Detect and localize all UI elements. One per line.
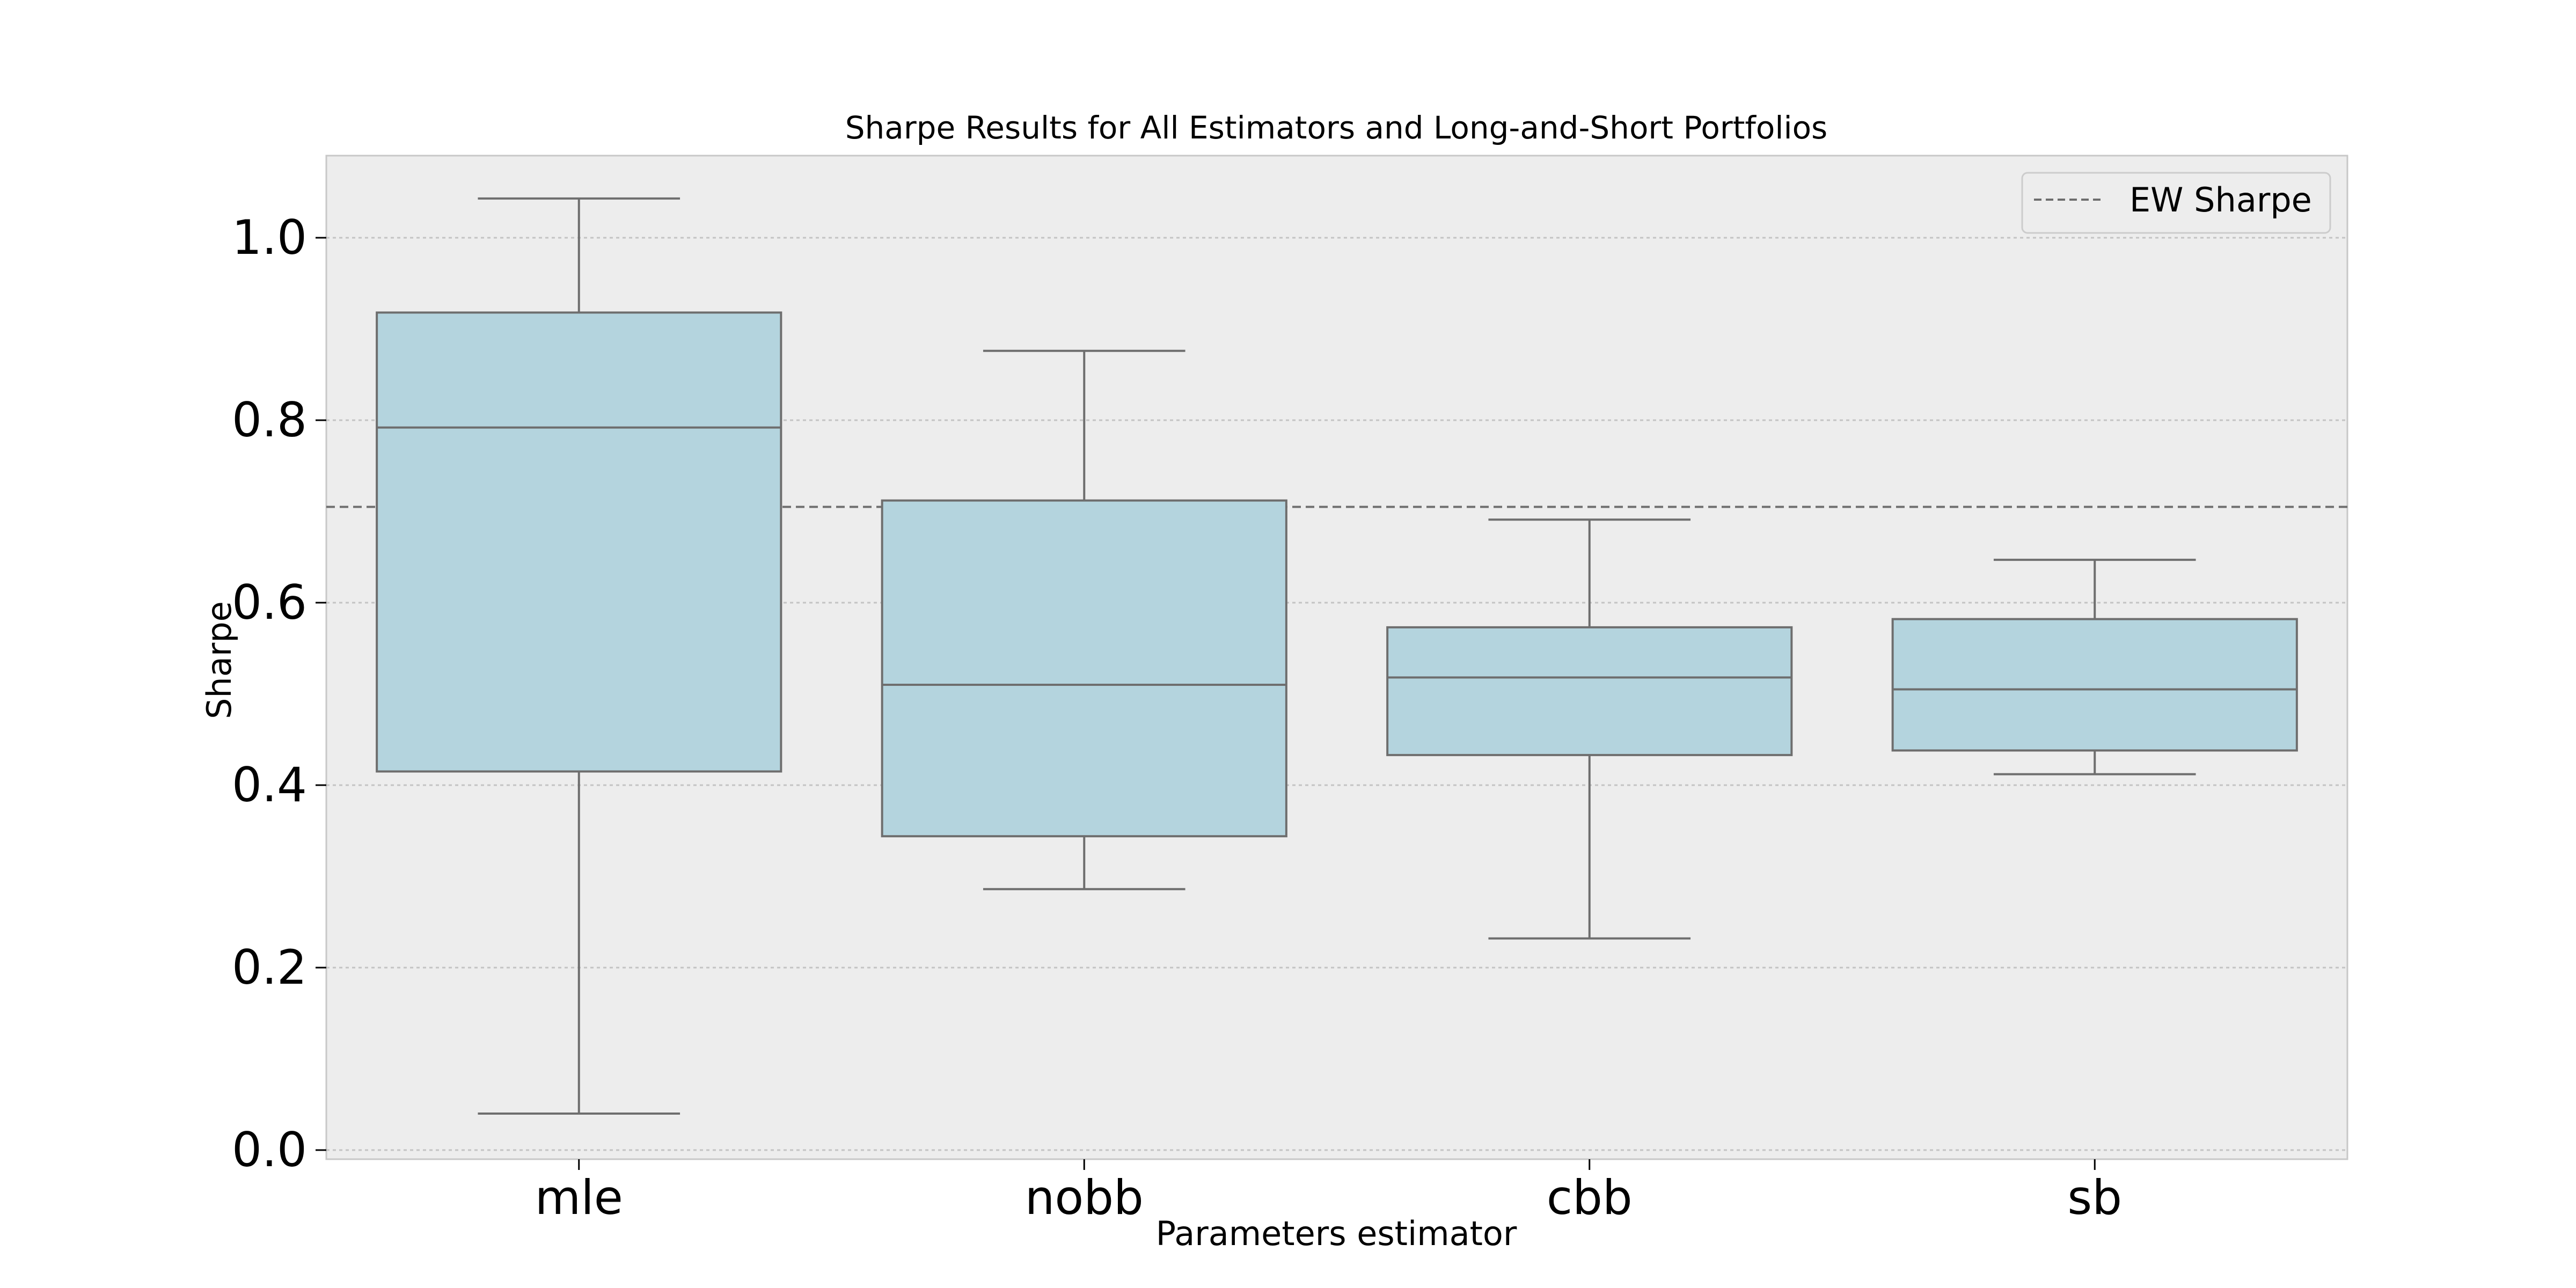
box-sb: [1891, 559, 2298, 775]
y-ticks: 0.0 0.2 0.4 0.6 0.8 1.0: [232, 210, 326, 1177]
y-tick-label: 0.2: [232, 940, 307, 995]
box-iqr: [881, 499, 1287, 838]
legend-box: [2021, 172, 2331, 234]
y-tick-label: 0.6: [232, 575, 307, 630]
y-axis-label: Sharpe: [200, 601, 239, 719]
x-tick-label: cbb: [1547, 1170, 1633, 1225]
box-iqr: [376, 311, 782, 773]
y-tick-label: 1.0: [232, 210, 307, 265]
chart-title: Sharpe Results for All Estimators and Lo…: [845, 109, 1828, 146]
x-axis-label: Parameters estimator: [1156, 1214, 1517, 1253]
x-tick-label: sb: [2067, 1170, 2122, 1225]
box-iqr: [1891, 618, 2298, 752]
boxes-layer: [376, 197, 2298, 1115]
box-mle: [376, 197, 782, 1115]
y-tick-label: 0.8: [232, 392, 307, 448]
x-tick-label: mle: [535, 1170, 623, 1225]
box-cbb: [1386, 518, 1793, 940]
legend-ew-sharpe-label: EW Sharpe: [2129, 180, 2312, 219]
y-tick-label: 0.0: [232, 1122, 307, 1177]
box-iqr: [1386, 626, 1793, 756]
x-tick-label: nobb: [1025, 1170, 1144, 1225]
box-nobb: [881, 349, 1287, 890]
x-ticks: mle nobb cbb sb: [535, 1159, 2122, 1225]
legend: EW Sharpe: [2021, 172, 2331, 234]
y-tick-label: 0.4: [232, 757, 307, 813]
